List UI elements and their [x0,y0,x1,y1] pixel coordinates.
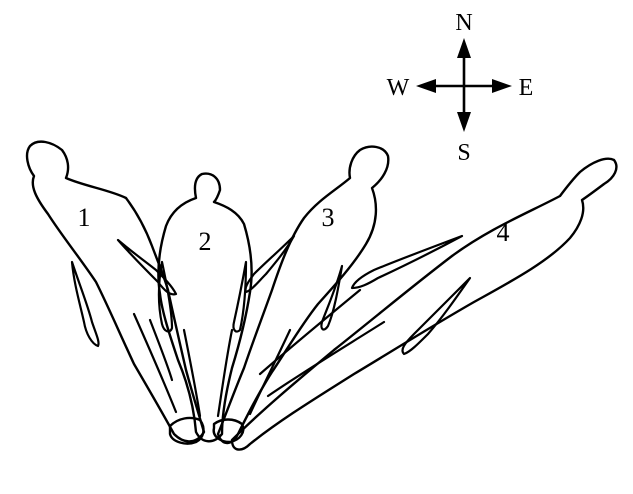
figure-2-label: 2 [199,227,212,256]
compass-west-label: W [387,75,410,101]
compass-north-label: N [455,10,472,36]
shadow-figure-4 [230,157,618,451]
east-arrow-icon [492,79,512,93]
north-arrow-icon [457,38,471,58]
shadow-figure-2 [157,172,253,443]
compass-east-label: E [519,75,534,101]
south-arrow-icon [457,112,471,132]
figure-1-label: 1 [78,203,91,232]
shadow-figure-1 [25,140,206,443]
west-arrow-icon [416,79,436,93]
compass-south-label: S [457,140,470,166]
feet-cluster [168,416,245,445]
figure-4-label: 4 [497,218,510,247]
shadow-figure-3 [216,145,390,445]
figure-3-label: 3 [322,203,335,232]
compass-rose: N S E W [387,10,534,166]
